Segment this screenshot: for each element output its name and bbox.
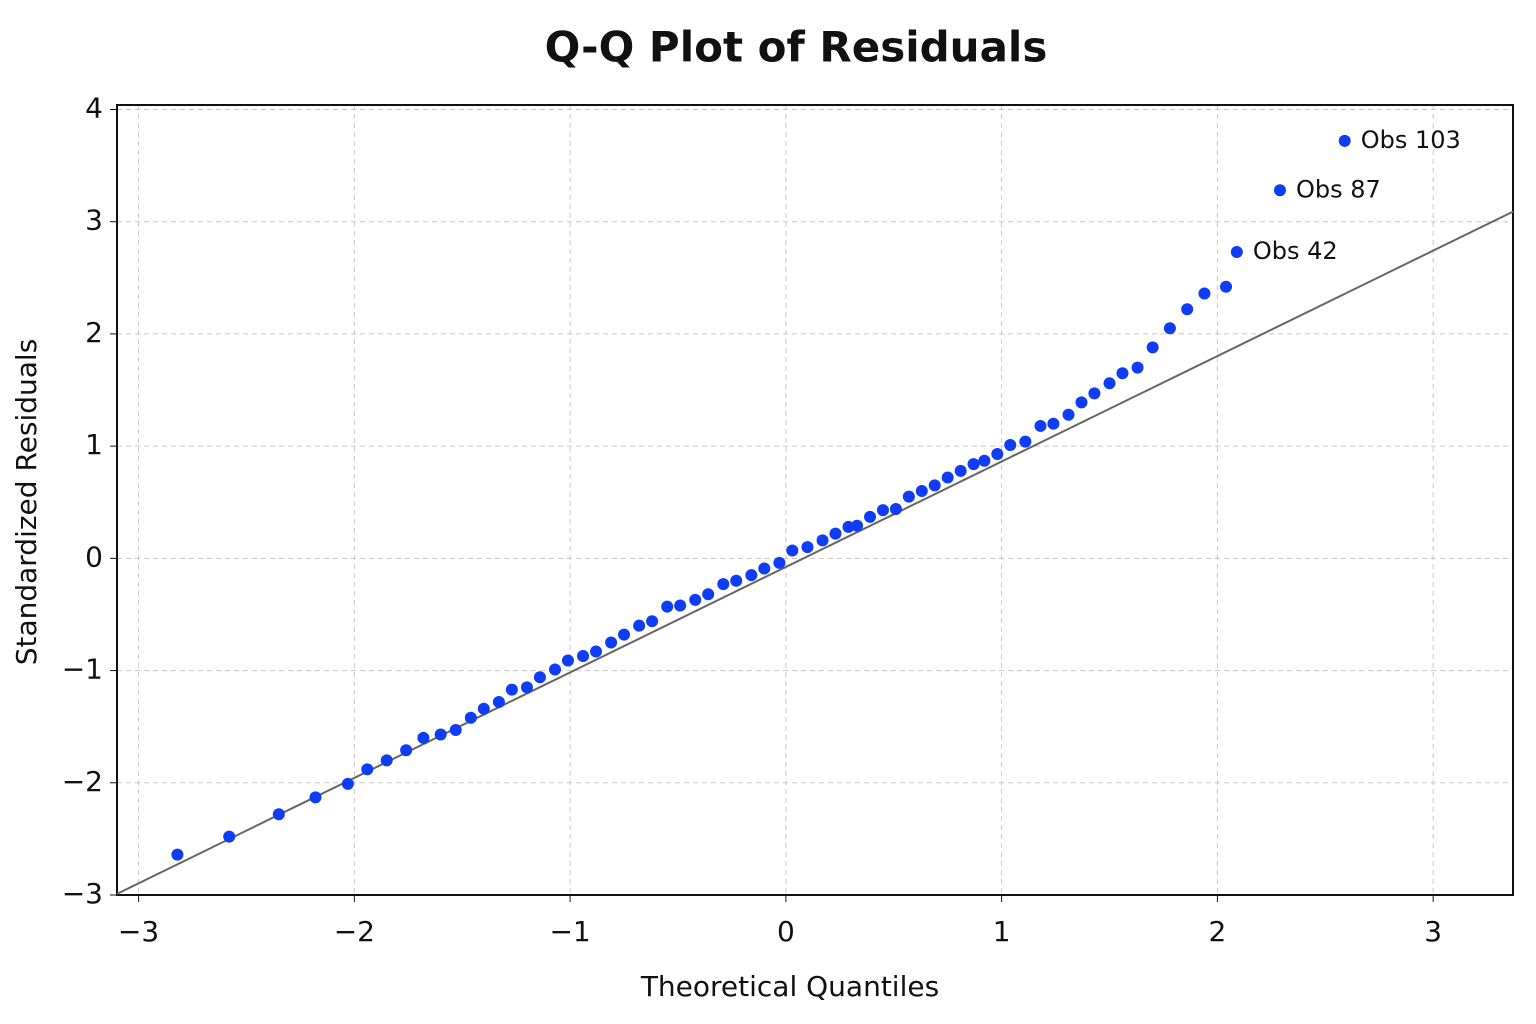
annotation: Obs 103 [1361, 126, 1461, 154]
x-tick-label: −1 [549, 915, 590, 948]
point [967, 458, 980, 471]
point [1103, 377, 1116, 390]
point [464, 711, 477, 724]
point [829, 527, 842, 540]
point [309, 791, 322, 804]
point [717, 578, 730, 591]
point [520, 681, 533, 694]
point [417, 731, 430, 744]
point [1220, 280, 1233, 293]
point [801, 541, 814, 554]
point [505, 683, 518, 696]
point [605, 636, 618, 649]
point [400, 744, 413, 757]
point [223, 830, 236, 843]
point [646, 615, 659, 628]
point [492, 695, 505, 708]
point [702, 588, 715, 601]
point [745, 569, 758, 582]
reference-line [116, 210, 1514, 895]
point [730, 574, 743, 587]
point [1116, 367, 1129, 380]
point [171, 848, 184, 861]
point [1034, 419, 1047, 432]
point [1004, 439, 1017, 452]
point [954, 464, 967, 477]
point [816, 534, 829, 547]
point [380, 754, 393, 767]
plot-frame [116, 104, 1514, 896]
point [991, 447, 1004, 460]
point [941, 471, 954, 484]
x-tick-label: 0 [777, 915, 795, 948]
point [1338, 134, 1351, 147]
point [915, 485, 928, 498]
point [674, 599, 687, 612]
point [758, 562, 771, 575]
y-tick-label: 0 [85, 540, 103, 573]
point [1198, 287, 1211, 300]
point [1075, 396, 1088, 409]
point [533, 671, 546, 684]
point [1131, 361, 1144, 374]
point [786, 544, 799, 557]
point [902, 490, 915, 503]
point [864, 510, 877, 523]
x-axis-label: Theoretical Quantiles [640, 970, 939, 1003]
annotation: Obs 42 [1253, 237, 1338, 265]
point [434, 728, 447, 741]
y-tick-label: 3 [85, 204, 103, 237]
point [1019, 435, 1032, 448]
point [589, 645, 602, 658]
point [978, 454, 991, 467]
point [928, 479, 941, 492]
x-tick-label: −3 [118, 915, 159, 948]
point [1230, 246, 1243, 259]
point [876, 504, 889, 517]
y-tick-label: −1 [62, 653, 103, 686]
point [1181, 303, 1194, 316]
point [449, 724, 462, 737]
point [851, 519, 864, 532]
x-tick-label: 1 [993, 915, 1011, 948]
y-tick-label: 2 [85, 316, 103, 349]
point [561, 654, 574, 667]
chart-title: Q-Q Plot of Residuals [545, 23, 1048, 72]
x-tick-label: −2 [334, 915, 375, 948]
point [477, 702, 490, 715]
point [1273, 184, 1286, 197]
point [633, 619, 646, 632]
point [689, 593, 702, 606]
x-tick-label: 3 [1424, 915, 1442, 948]
point [661, 600, 674, 613]
y-axis-label: Standardized Residuals [10, 339, 43, 666]
point [618, 628, 631, 641]
point [341, 777, 354, 790]
annotation: Obs 87 [1296, 175, 1381, 203]
point [361, 763, 374, 776]
point [1163, 322, 1176, 335]
y-tick-label: −2 [62, 765, 103, 798]
point [1047, 417, 1060, 430]
y-tick-label: −3 [62, 877, 103, 910]
y-tick-label: 4 [85, 91, 103, 124]
point [1062, 408, 1075, 421]
point [1146, 341, 1159, 354]
point [773, 556, 786, 569]
point [272, 808, 285, 821]
y-tick-label: 1 [85, 428, 103, 461]
point [1088, 387, 1101, 400]
point [577, 649, 590, 662]
point [889, 502, 902, 515]
x-tick-label: 2 [1208, 915, 1226, 948]
point [549, 663, 562, 676]
